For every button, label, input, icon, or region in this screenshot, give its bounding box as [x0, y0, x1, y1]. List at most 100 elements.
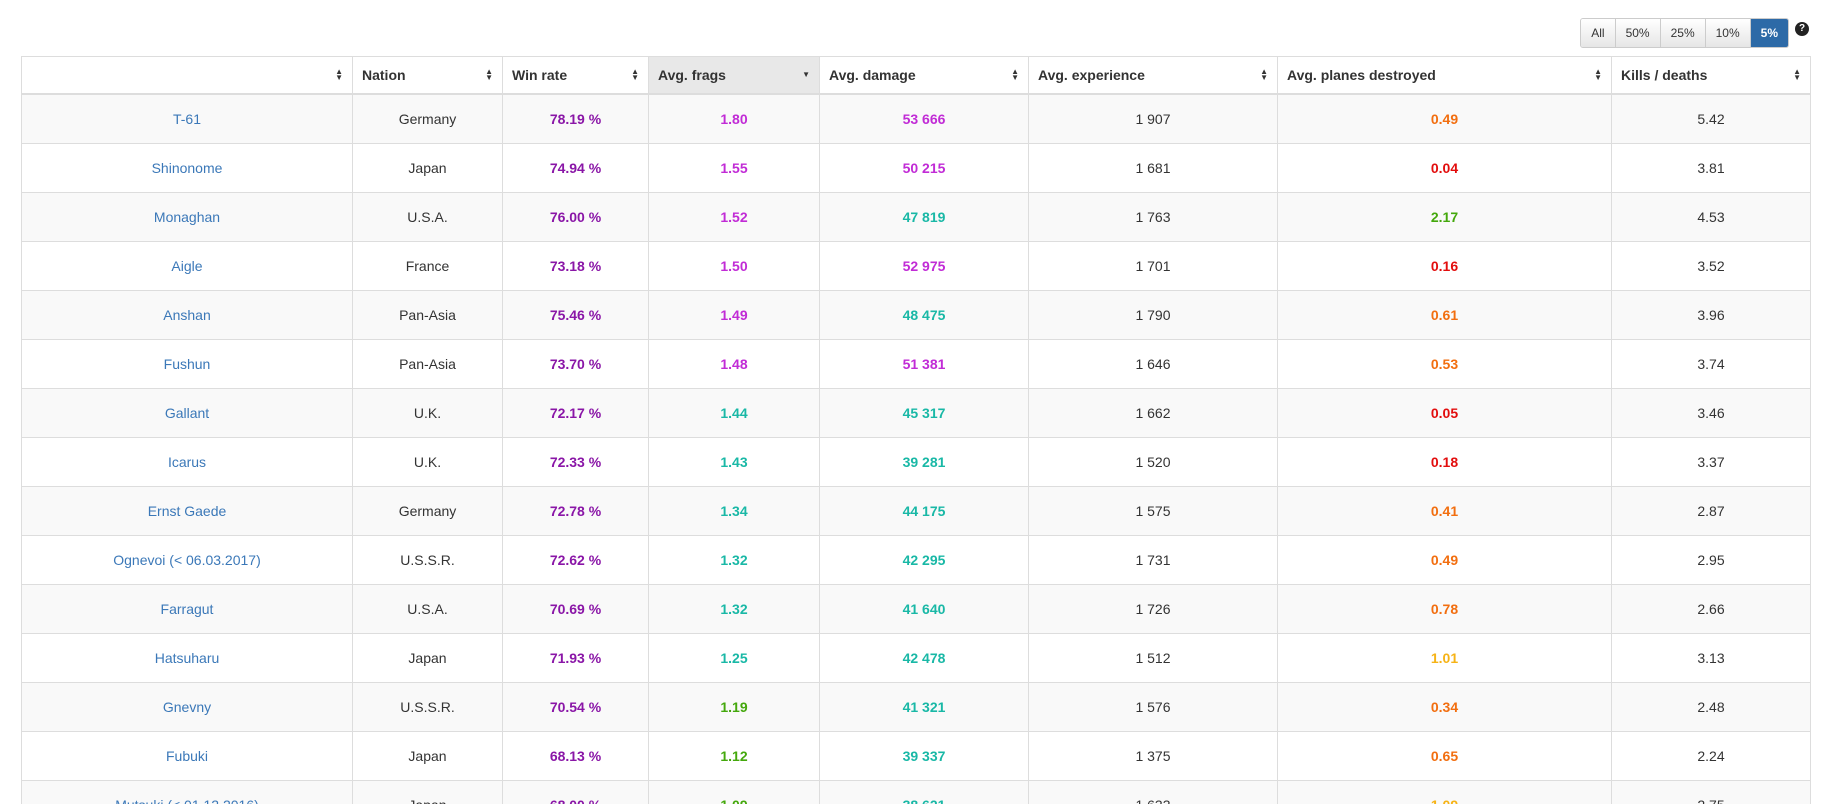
- table-body: T-61 Germany 78.19 % 1.80 53 666 1 907 0.49 5.4…: [21, 93, 1811, 804]
- win-rate-cell: 78.19 %: [549, 111, 602, 127]
- avg-experience-cell: 1 731: [1135, 552, 1171, 568]
- ship-name-link[interactable]: Gnevny: [162, 699, 212, 715]
- avg-damage-cell: 39 281: [902, 454, 946, 470]
- avg-damage-cell: 45 317: [902, 405, 946, 421]
- avg-planes-destroyed-cell: 0.61: [1430, 307, 1459, 323]
- avg-planes-destroyed-cell: 0.49: [1430, 111, 1459, 127]
- avg-damage-cell: 41 640: [902, 601, 946, 617]
- avg-experience-cell: 1 646: [1028, 339, 1278, 389]
- filter-button-all[interactable]: All: [1581, 19, 1616, 47]
- avg-planes-destroyed-cell: 0.49: [1277, 93, 1612, 144]
- avg-frags-cell: 1.19: [720, 699, 748, 715]
- ship-name-link[interactable]: Hatsuharu: [154, 650, 220, 666]
- avg-damage-cell: 42 295: [902, 552, 946, 568]
- avg-frags-cell: 1.52: [648, 192, 820, 242]
- column-header-avg-experience[interactable]: Avg. experience ▲ ▼: [1028, 56, 1278, 95]
- avg-experience-cell: 1 907: [1028, 93, 1278, 144]
- kills-deaths-cell: 5.42: [1697, 111, 1725, 127]
- ship-name-link[interactable]: Ognevoi (< 06.03.2017): [113, 552, 261, 568]
- ship-name-link[interactable]: Anshan: [163, 307, 211, 323]
- ship-name-link[interactable]: Monaghan: [153, 209, 221, 225]
- win-rate-cell: 73.18 %: [502, 241, 649, 291]
- nation-cell: France: [352, 241, 503, 291]
- avg-damage-cell: 42 478: [902, 650, 946, 666]
- filter-button-10-percent[interactable]: 10%: [1705, 19, 1751, 47]
- ship-name-link[interactable]: Fushun: [163, 356, 211, 372]
- win-rate-cell: 68.13 %: [549, 748, 602, 764]
- avg-frags-cell: 1.32: [648, 584, 820, 634]
- kills-deaths-cell: 3.96: [1611, 290, 1811, 340]
- kills-deaths-cell: 3.74: [1611, 339, 1811, 389]
- kills-deaths-cell: 3.52: [1697, 258, 1725, 274]
- avg-frags-cell: 1.43: [720, 454, 748, 470]
- avg-experience-cell: 1 520: [1135, 454, 1171, 470]
- avg-frags-cell: 1.49: [648, 290, 820, 340]
- ship-name-link[interactable]: Icarus: [167, 454, 207, 470]
- avg-frags-cell: 1.25: [648, 633, 820, 683]
- avg-frags-cell: 1.48: [648, 339, 820, 389]
- avg-frags-cell: 1.32: [720, 552, 748, 568]
- column-header-avg-planes-destroyed[interactable]: Avg. planes destroyed ▲ ▼: [1277, 56, 1612, 95]
- table-row: Gnevny U.S.S.R. 70.54 % 1.19 41 321 1 576 0.34…: [21, 682, 1811, 732]
- ship-name-link[interactable]: Gallant: [164, 405, 210, 421]
- win-rate-cell: 72.62 %: [502, 535, 649, 585]
- nation-cell: U.K.: [352, 437, 503, 487]
- avg-damage-cell: 53 666: [902, 111, 946, 127]
- ship-name-cell: Ernst Gaede: [21, 486, 353, 536]
- avg-experience-cell: 1 681: [1135, 160, 1171, 176]
- avg-experience-cell: 1 375: [1028, 731, 1278, 781]
- avg-experience-cell: 1 681: [1028, 143, 1278, 193]
- avg-experience-cell: 1 512: [1135, 650, 1171, 666]
- nation-cell: U.S.A.: [407, 209, 448, 225]
- filter-button-25-percent[interactable]: 25%: [1660, 19, 1706, 47]
- column-header-win-rate[interactable]: Win rate ▲ ▼: [502, 56, 649, 95]
- column-header-ship[interactable]: ▲ ▼: [21, 56, 353, 95]
- nation-cell: Japan: [408, 748, 447, 764]
- kills-deaths-cell: 3.46: [1611, 388, 1811, 438]
- avg-frags-cell: 1.25: [720, 650, 748, 666]
- ship-name-link[interactable]: Mutsuki (< 01.12.2016): [115, 797, 259, 804]
- avg-planes-destroyed-cell: 0.49: [1277, 535, 1612, 585]
- column-header-kills-deaths[interactable]: Kills / deaths ▲ ▼: [1611, 56, 1811, 95]
- column-header-label: Win rate: [512, 67, 568, 83]
- filter-button-5-percent[interactable]: 5%: [1750, 19, 1788, 47]
- ship-name-cell: Aigle: [21, 241, 353, 291]
- avg-experience-cell: 1 375: [1135, 748, 1171, 764]
- avg-damage-cell: 51 381: [902, 356, 946, 372]
- table-row: Fushun Pan-Asia 73.70 % 1.48 51 381 1 646 0.53…: [21, 339, 1811, 389]
- column-header-avg-frags[interactable]: Avg. frags ▼: [648, 56, 820, 95]
- avg-damage-cell: 41 321: [902, 699, 946, 715]
- column-header-nation[interactable]: Nation ▲ ▼: [352, 56, 503, 95]
- avg-planes-destroyed-cell: 1.09: [1431, 797, 1458, 804]
- ship-name-cell: Shinonome: [21, 143, 353, 193]
- nation-cell: Japan: [408, 650, 447, 666]
- table-row: Ernst Gaede Germany 72.78 % 1.34 44 175 1 575…: [21, 486, 1811, 536]
- avg-planes-destroyed-cell: 0.05: [1430, 405, 1459, 421]
- filter-button-50-percent[interactable]: 50%: [1615, 19, 1661, 47]
- ship-name-link[interactable]: Farragut: [160, 601, 214, 617]
- win-rate-cell: 72.33 %: [549, 454, 602, 470]
- ship-name-link[interactable]: Aigle: [171, 258, 203, 274]
- avg-planes-destroyed-cell: 0.53: [1277, 339, 1612, 389]
- ship-name-cell: Farragut: [21, 584, 353, 634]
- avg-planes-destroyed-cell: 0.49: [1430, 552, 1459, 568]
- sort-icon: ▲ ▼: [631, 67, 639, 82]
- avg-damage-cell: 39 337: [819, 731, 1029, 781]
- avg-damage-cell: 48 475: [902, 307, 946, 323]
- avg-damage-cell: 47 819: [902, 209, 946, 225]
- ship-name-link[interactable]: Ernst Gaede: [147, 503, 227, 519]
- kills-deaths-cell: 2.66: [1611, 584, 1811, 634]
- avg-damage-cell: 50 215: [819, 143, 1029, 193]
- avg-planes-destroyed-cell: 0.65: [1430, 748, 1459, 764]
- ship-name-link[interactable]: T-61: [172, 111, 201, 127]
- avg-experience-cell: 1 512: [1028, 633, 1278, 683]
- ship-name-link[interactable]: Shinonome: [151, 160, 223, 176]
- avg-frags-cell: 1.12: [648, 731, 820, 781]
- column-header-label: Avg. damage: [829, 67, 916, 83]
- question-circle-icon[interactable]: ?: [1795, 22, 1809, 36]
- kills-deaths-cell: 3.37: [1697, 454, 1725, 470]
- ship-name-link[interactable]: Fubuki: [165, 748, 209, 764]
- win-rate-cell: 72.78 %: [549, 503, 602, 519]
- nation-cell: Japan: [408, 797, 446, 804]
- column-header-avg-damage[interactable]: Avg. damage ▲ ▼: [819, 56, 1029, 95]
